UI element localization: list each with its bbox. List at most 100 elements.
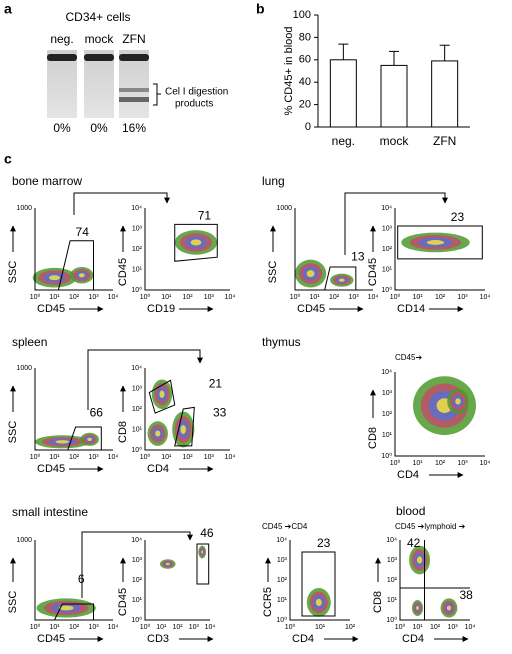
flow-plot: 6 10⁰ 10¹ 10² 10³ 10⁴ 1000 CD45 SSC: [7, 537, 118, 645]
y-tick-label: 10³: [382, 225, 393, 232]
y-tick-label: 40: [299, 76, 311, 88]
y-tick-label: 10⁴: [276, 537, 287, 544]
density: [201, 550, 204, 554]
x-tick-label: 10⁰: [285, 623, 296, 631]
y-tick-label: 1000: [16, 537, 32, 544]
x-tick-label: 10²: [69, 454, 80, 461]
x-tick-label: 10⁰: [390, 459, 401, 467]
y-tick-label: 10²: [277, 577, 288, 584]
tissue-title: small intestine: [12, 505, 88, 519]
y-tick-label: 10²: [132, 406, 143, 413]
gate: [196, 543, 210, 585]
x-tick-label: 10²: [435, 460, 446, 467]
y-tick-label: 10⁰: [131, 616, 142, 624]
gating-header: CD45 ➔lymphoid ➔: [395, 522, 466, 531]
gate-percent: 66: [90, 405, 104, 419]
x-axis-label: CD45: [37, 463, 65, 475]
tissue-title: blood: [396, 504, 425, 518]
y-tick-label: 10²: [387, 577, 398, 584]
x-tick-label: 10¹: [309, 294, 320, 301]
tissue-title: bone marrow: [12, 174, 82, 188]
x-tick-label: 10³: [204, 294, 215, 301]
y-axis-label: CD45: [117, 258, 129, 286]
gate-percent: 38: [460, 588, 474, 602]
x-tick-label: 10²: [345, 624, 356, 631]
x-tick-label: 10⁰: [290, 293, 301, 301]
x-tick-label: 10³: [204, 454, 215, 461]
x-tick-label: 10⁴: [225, 454, 236, 461]
y-tick-label: 10⁴: [131, 365, 142, 372]
axes: [144, 208, 230, 291]
y-axis-label: CD45: [367, 258, 379, 286]
x-axis-label: CD4: [292, 633, 314, 645]
x-tick-label: 10⁰: [395, 623, 406, 631]
density: [180, 424, 187, 435]
density: [49, 275, 60, 281]
x-tick-label: 10¹: [315, 624, 326, 631]
density: [190, 239, 202, 246]
density: [55, 440, 70, 444]
x-tick-label: 10³: [189, 624, 200, 631]
x-axis-label: CD45: [297, 303, 325, 315]
bar: [380, 64, 408, 128]
gate-percent: 23: [451, 210, 465, 224]
y-tick-label: 20: [299, 99, 311, 111]
x-tick-label: 10⁰: [30, 623, 41, 631]
lane-label: ZFN: [122, 32, 145, 46]
bar: [431, 60, 459, 128]
axes: [394, 372, 485, 457]
annotation: products: [175, 99, 213, 110]
y-axis-label: CD8: [367, 427, 379, 449]
y-tick-label: 10¹: [277, 597, 288, 604]
x-tick-label: 10³: [457, 294, 468, 301]
y-tick-label: 10⁴: [386, 537, 397, 544]
y-tick-label: 10²: [382, 246, 393, 253]
flow-plot: 46 10⁰ 10¹ 10² 10³ 10⁴ 10⁰ 10¹ 10² 10³ 10⁴ CD3 CD45: [117, 526, 215, 645]
gate-percent: 74: [76, 225, 90, 239]
x-tick-label: 10²: [329, 294, 340, 301]
gate-percent: 13: [351, 249, 365, 263]
x-tick-label: 10³: [88, 294, 99, 301]
flow-plot: 66 10⁰ 10¹ 10² 10³ 10⁴ 1000 CD45 SSC: [7, 365, 118, 475]
y-axis-label: CD8: [372, 591, 384, 613]
x-axis-label: CD4: [147, 463, 169, 475]
flow-plot: 10⁰ 10¹ 10² 10³ 10⁴ 10⁰ 10¹ 10² 10³ 10⁴ CD4 CD8 CD45…: [367, 353, 490, 481]
x-tick-label: 10⁰: [390, 293, 401, 301]
x-tick-label: 10²: [435, 294, 446, 301]
x-tick-label: 10¹: [412, 624, 423, 631]
lane-label: neg.: [50, 32, 73, 46]
annotation: Cel I digestion: [165, 87, 228, 98]
y-tick-label: 10⁴: [131, 537, 142, 544]
density: [338, 278, 345, 282]
gel: [47, 50, 161, 118]
y-axis-label: SSC: [7, 261, 19, 284]
x-tick-label: 10¹: [412, 294, 423, 301]
y-tick-label: 10⁰: [381, 286, 392, 294]
x-tick-label: 10²: [69, 624, 80, 631]
gate-percent: 33: [213, 405, 227, 419]
tissue-title: lung: [262, 174, 285, 188]
density: [426, 239, 445, 245]
gate: [53, 603, 94, 621]
density: [416, 606, 419, 610]
x-tick-label: 10¹: [161, 294, 172, 301]
x-tick-label: 10⁴: [108, 624, 119, 631]
x-tick-label: 10³: [88, 624, 99, 631]
y-tick-label: 10²: [132, 246, 143, 253]
y-tick-label: 10⁰: [381, 452, 392, 460]
y-tick-label: 10⁰: [386, 616, 397, 624]
gate-percent: 71: [198, 208, 212, 222]
density: [416, 556, 423, 564]
y-tick-label: 100: [293, 9, 311, 21]
bar: [329, 59, 357, 128]
density: [155, 430, 161, 437]
y-tick-label: 10²: [382, 411, 393, 418]
x-axis-label: CD14: [397, 303, 425, 315]
tissue-title: thymus: [262, 335, 301, 349]
y-tick-label: 10³: [382, 390, 393, 397]
density: [87, 437, 92, 441]
y-tick-label: 10¹: [382, 432, 393, 439]
x-tick-label: 10¹: [412, 460, 423, 467]
y-tick-label: 10³: [387, 557, 398, 564]
